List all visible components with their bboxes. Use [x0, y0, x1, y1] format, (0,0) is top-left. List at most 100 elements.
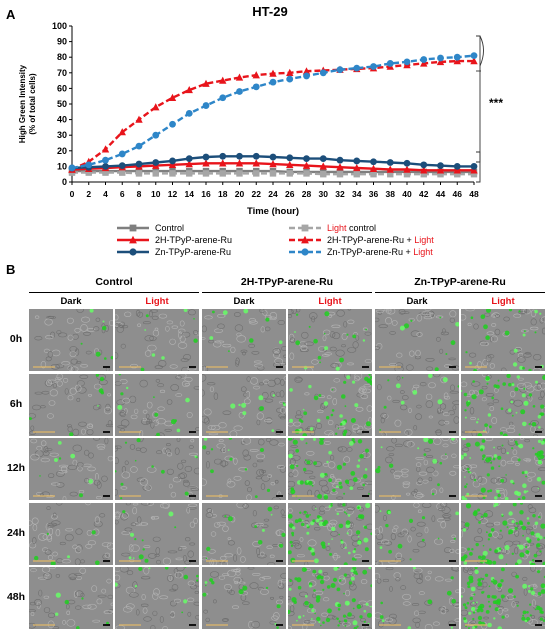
micrograph-texture: [30, 438, 113, 500]
micrograph-tile: [375, 438, 459, 500]
data-point: [370, 63, 377, 70]
data-point: [420, 166, 428, 174]
data-point: [236, 152, 243, 160]
data-point: [403, 171, 411, 178]
micrograph-tile: [375, 309, 459, 371]
scale-marker: [362, 559, 369, 562]
data-point: [286, 160, 294, 169]
x-tick-label: 24: [268, 189, 278, 199]
data-point: [353, 163, 361, 172]
group-divider: [29, 292, 199, 293]
data-point: [437, 162, 444, 170]
x-tick-label: 30: [319, 189, 329, 199]
micrograph-tile: [29, 373, 113, 436]
x-tick-label: 42: [419, 189, 429, 199]
data-point: [252, 152, 260, 160]
micrograph-texture: [461, 309, 545, 371]
scale-marker: [362, 495, 369, 497]
y-tick-label: 70: [57, 68, 67, 78]
legend-swatch-marker: [301, 224, 309, 232]
data-point: [386, 60, 394, 67]
scale-marker: [449, 624, 456, 626]
scale-marker: [535, 495, 542, 497]
data-point: [437, 171, 444, 178]
micrograph-tile: [202, 309, 286, 371]
data-point: [370, 171, 377, 178]
significance-bracket: [476, 35, 484, 183]
y-tick-label: 90: [57, 37, 67, 47]
data-point: [169, 120, 176, 128]
data-point: [453, 57, 461, 65]
data-point: [168, 93, 177, 101]
data-point: [420, 161, 428, 169]
data-point: [437, 54, 444, 62]
scale-marker: [276, 495, 283, 497]
x-tick-label: 38: [386, 189, 396, 199]
y-tick-label: 40: [57, 115, 67, 125]
data-point: [236, 88, 243, 95]
data-point: [470, 166, 478, 174]
data-point: [135, 170, 143, 177]
micrograph-tile: [461, 438, 545, 500]
data-point: [185, 85, 193, 94]
y-axis-label-line1: High Green Intensity: [18, 64, 27, 143]
data-point: [286, 68, 294, 76]
scale-marker: [535, 624, 542, 626]
scale-marker: [535, 430, 542, 433]
x-tick-label: 0: [70, 189, 75, 199]
x-tick-label: 10: [151, 189, 161, 199]
data-point: [353, 157, 361, 165]
data-point: [470, 171, 478, 178]
data-point: [319, 155, 327, 163]
data-point: [353, 171, 360, 178]
data-point: [135, 160, 143, 168]
micrograph-tile: [29, 438, 113, 500]
micrograph-texture: [29, 373, 113, 436]
x-tick-label: 46: [453, 189, 463, 199]
series-5: [68, 52, 478, 172]
micrograph-texture: [461, 438, 545, 500]
x-tick-label: 32: [335, 189, 345, 199]
micrograph-tile: [288, 567, 372, 629]
data-point: [302, 161, 311, 169]
micrograph-texture: [115, 373, 199, 436]
light-word: Light: [413, 247, 433, 257]
scale-marker: [276, 430, 283, 433]
data-point: [202, 102, 210, 109]
x-tick-label: 44: [436, 189, 446, 199]
micrograph-texture: [115, 502, 198, 565]
legend-swatch-marker: [129, 235, 137, 244]
data-point: [303, 155, 310, 163]
micrograph-texture: [29, 502, 113, 565]
x-tick-label: 18: [218, 189, 228, 199]
x-tick-label: 12: [168, 189, 178, 199]
data-point: [252, 159, 260, 167]
micrograph-texture: [288, 309, 372, 371]
micrograph-tile: [461, 373, 545, 436]
data-point: [453, 166, 461, 174]
scale-marker: [362, 366, 369, 368]
data-point: [219, 152, 227, 160]
data-point: [386, 165, 394, 173]
scale-marker: [189, 624, 196, 626]
data-point: [219, 159, 227, 167]
dark-header: Dark: [233, 296, 255, 307]
micrograph-texture: [202, 438, 286, 500]
data-point: [269, 170, 277, 177]
data-point: [202, 159, 210, 167]
micrograph-tile: [115, 567, 199, 629]
data-point: [369, 164, 378, 172]
micrograph-tile: [461, 567, 545, 629]
data-point: [202, 170, 210, 177]
scale-marker: [449, 430, 456, 433]
data-point: [453, 163, 461, 170]
data-point: [320, 171, 327, 178]
light-control-rest: control: [347, 223, 377, 233]
data-point: [168, 160, 177, 169]
y-axis-label: High Green Intensity (% of total cells): [18, 64, 37, 143]
data-point: [118, 128, 126, 136]
data-point: [102, 156, 109, 164]
data-point: [454, 171, 461, 178]
data-point: [436, 57, 445, 66]
